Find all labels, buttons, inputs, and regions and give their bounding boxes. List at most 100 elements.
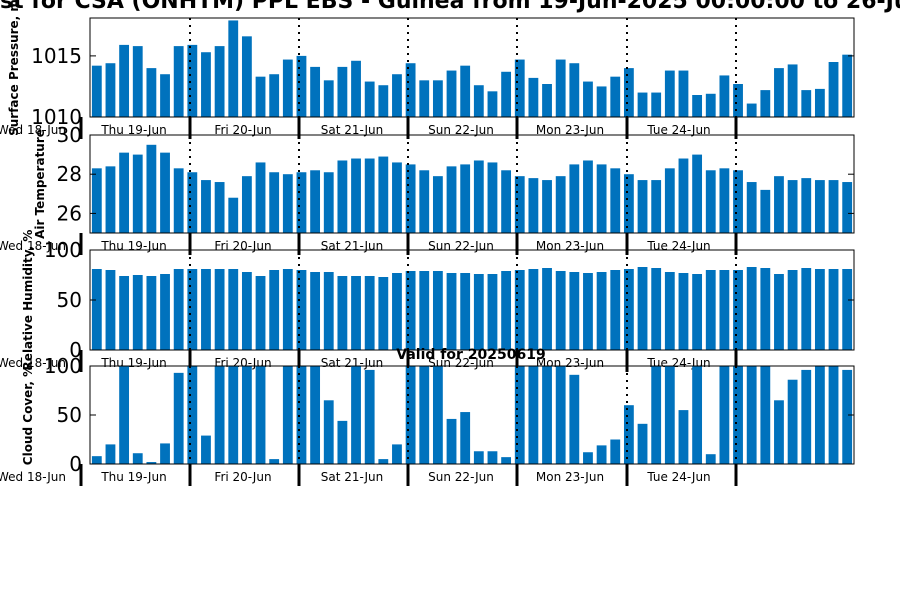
bar [187, 44, 198, 117]
bar [664, 272, 675, 350]
bar [446, 70, 457, 117]
bar [801, 90, 812, 117]
bar [596, 445, 607, 464]
bar [501, 457, 512, 464]
bar [733, 170, 743, 233]
x-day-label: Sun 22-Jun [428, 123, 494, 137]
bar [364, 81, 375, 117]
bar [214, 366, 225, 464]
bar [282, 174, 293, 233]
bar [378, 277, 389, 350]
bar [378, 85, 389, 117]
bar [555, 366, 566, 464]
y-axis-label: Relative Humidity, % [21, 230, 35, 371]
bar [760, 90, 771, 117]
bar [241, 272, 252, 350]
bar [569, 63, 580, 117]
bar [542, 84, 552, 117]
bar [637, 92, 648, 117]
bar [173, 168, 184, 233]
bar [774, 274, 784, 350]
chart-title: st for CSA (ONHTM) PPL EBS - Guinea from… [0, 0, 900, 14]
panel-title: Valid for 20250619 [396, 347, 545, 363]
y-axis-label: Cloud Cover, % [21, 365, 35, 465]
bar [719, 75, 730, 117]
bar [351, 276, 361, 350]
bar [432, 366, 443, 464]
y-tick-label: 50 [57, 403, 82, 427]
bar [637, 267, 648, 350]
y-axis-label: Surface Pressure, m [7, 0, 21, 136]
bar [419, 271, 430, 350]
bar [569, 164, 580, 233]
bar [323, 80, 334, 117]
bar [514, 270, 525, 350]
bar [173, 372, 184, 464]
bar [678, 70, 689, 117]
bar [364, 276, 375, 350]
bar [787, 180, 798, 233]
bar [187, 366, 198, 464]
y-tick-label: 100 [44, 354, 82, 378]
bar [760, 268, 771, 350]
bar [160, 443, 170, 464]
y-tick-label: 28 [57, 162, 82, 186]
bar [528, 178, 539, 233]
x-start-label: Wed 18-Jun [0, 470, 66, 484]
bar [569, 374, 580, 464]
bar [296, 366, 307, 464]
bar [173, 269, 184, 350]
x-day-label: Thu 19-Jun [100, 123, 166, 137]
bar [842, 54, 853, 117]
bar [801, 268, 812, 350]
bar [146, 68, 157, 117]
bar [337, 66, 348, 117]
bar [610, 76, 621, 117]
bar [473, 160, 484, 233]
bar [774, 68, 784, 117]
bar [610, 270, 621, 350]
bar [473, 274, 484, 350]
bar [664, 70, 675, 117]
y-tick-label: 26 [57, 201, 82, 225]
bar [542, 268, 552, 350]
x-day-label: Mon 23-Jun [536, 239, 604, 253]
bar [105, 270, 116, 350]
bar [842, 369, 853, 464]
bar [596, 86, 607, 117]
bar [487, 451, 498, 464]
bar [201, 52, 211, 117]
bar [310, 66, 321, 117]
bar [351, 158, 361, 233]
bar [610, 168, 621, 233]
bar [296, 270, 307, 350]
bar [214, 182, 225, 233]
bar [269, 459, 280, 464]
bar [323, 172, 334, 233]
bar [705, 93, 716, 117]
bar [105, 63, 116, 117]
bar [814, 269, 825, 350]
bar [460, 273, 471, 350]
x-day-label: Tue 24-Jun [646, 470, 710, 484]
bar [337, 160, 348, 233]
bar [733, 270, 743, 350]
bar [228, 20, 239, 117]
x-day-label: Sun 22-Jun [428, 470, 494, 484]
bar [828, 62, 839, 117]
bar [119, 276, 130, 350]
bar [473, 85, 484, 117]
panel-3: 0 50 100 Relative Humidity, %Wed 18-Jun Thu … [0, 230, 855, 372]
bar [487, 274, 498, 350]
bar [446, 273, 457, 350]
bar [719, 366, 730, 464]
bar [692, 154, 703, 233]
bar [160, 74, 170, 117]
bar [814, 366, 825, 464]
bar [255, 76, 266, 117]
bar [119, 152, 130, 233]
bar [337, 276, 348, 350]
bar [132, 46, 143, 117]
bar [746, 182, 757, 233]
